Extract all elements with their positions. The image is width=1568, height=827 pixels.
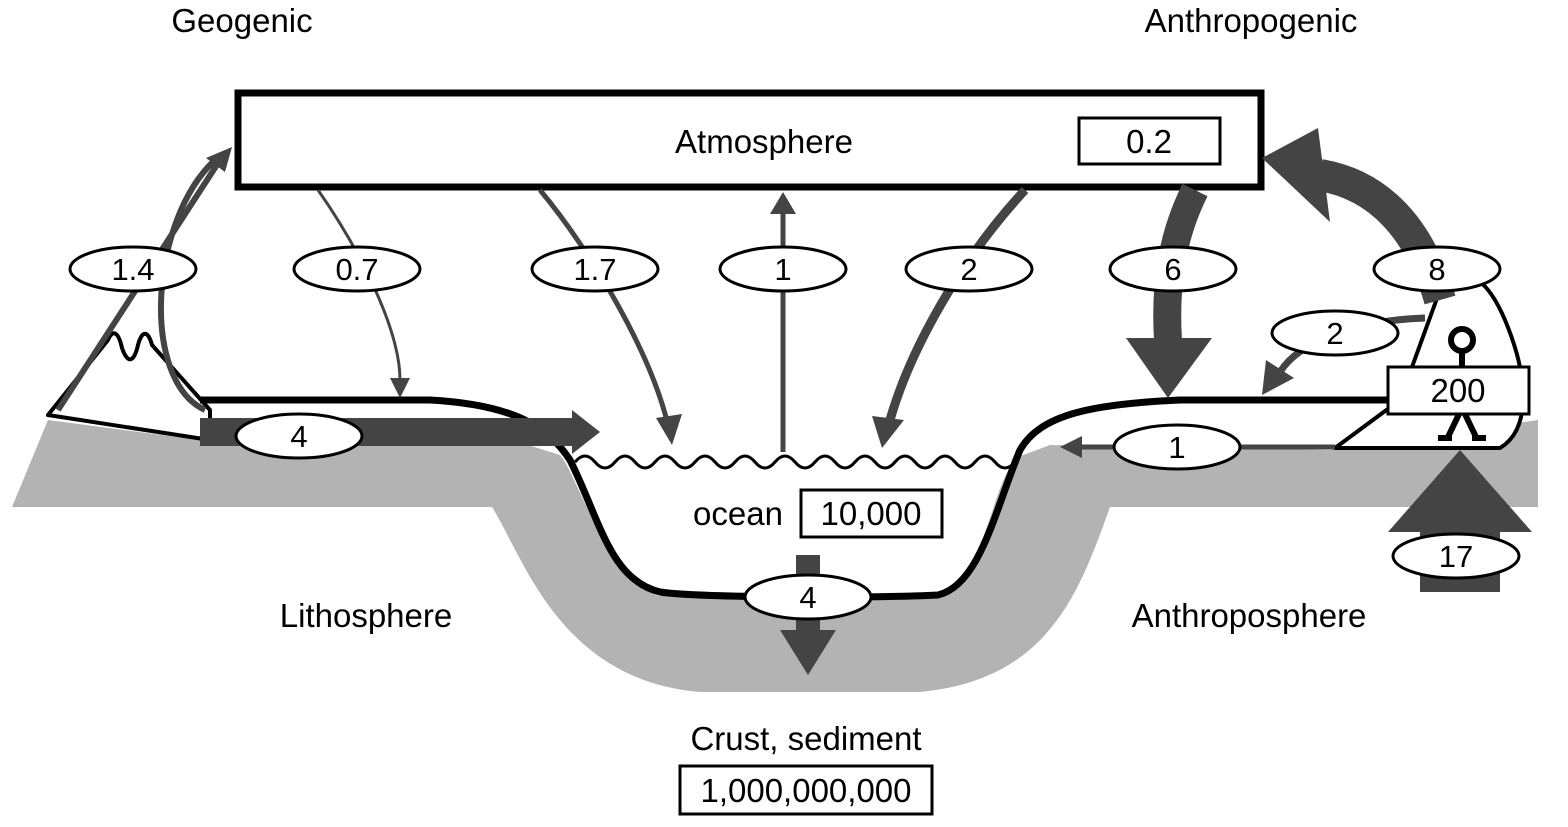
flow-label-atmosphere-to-ocean-a: 1.7 [530, 245, 660, 293]
ocean-wave [573, 454, 1017, 470]
flow-label-anthroposphere-to-atmosphere: 8 [1372, 245, 1502, 293]
ocean-label: ocean [693, 495, 783, 532]
svg-text:2: 2 [1326, 316, 1343, 351]
flow-label-anthroposphere-to-land: 2 [1270, 309, 1400, 357]
ocean-stock: 10,000 [821, 495, 922, 532]
volcano-shape [46, 331, 212, 442]
ocean-basin [570, 458, 1015, 594]
flow-label-atmosphere-to-land-right: 6 [1108, 245, 1238, 293]
flow-label-atmosphere-to-land: 0.7 [292, 245, 422, 293]
svg-text:8: 8 [1428, 252, 1445, 287]
crust-stock: 1,000,000,000 [700, 772, 911, 809]
flow-label-land-runoff-to-ocean: 4 [234, 412, 364, 460]
anthroposphere-label: Anthroposphere [1132, 597, 1367, 634]
atmosphere-stock: 0.2 [1126, 123, 1172, 160]
atmosphere-stock-box [1077, 116, 1222, 166]
arrow-atmosphere-to-ocean-a [538, 188, 671, 426]
ocean-stock-box [799, 488, 944, 539]
svg-text:1.4: 1.4 [111, 252, 154, 287]
arrow-atmosphere-to-ocean-b [885, 186, 1029, 422]
atmosphere-box [234, 89, 1265, 191]
anthroposphere-stock: 200 [1430, 372, 1485, 409]
arrow-head-anthro-atm [1262, 128, 1330, 222]
anthroposphere-stock-box [1386, 365, 1531, 416]
arrow-head-runoff [572, 410, 600, 454]
arrow-head-atm-ocean-b [872, 416, 904, 448]
person-icon [1438, 326, 1486, 441]
svg-text:1: 1 [774, 252, 791, 287]
flow-label-volcano-to-atmosphere: 1.4 [68, 245, 198, 293]
arrow-head-mining [1388, 450, 1532, 532]
arrow-head-ocean-sediment [780, 630, 836, 675]
svg-text:0.7: 0.7 [335, 252, 378, 287]
anthropogenic-heading: Anthropogenic [1145, 2, 1358, 39]
flow-label-anthroposphere-to-ocean: 1 [1112, 423, 1242, 471]
flow-label-mining-to-anthroposphere: 17 [1391, 532, 1521, 580]
geogenic-heading: Geogenic [171, 2, 312, 39]
svg-text:2: 2 [960, 252, 977, 287]
lithosphere-label: Lithosphere [280, 597, 452, 634]
flow-label-ocean-to-atmosphere: 1 [718, 245, 848, 293]
arrow-head-atm-land [390, 378, 410, 398]
crust-label: Crust, sediment [690, 720, 921, 757]
arrow-head-atm-land-right [1126, 338, 1212, 398]
flow-label-atmosphere-to-ocean-b: 2 [904, 245, 1034, 293]
svg-text:4: 4 [290, 419, 307, 454]
svg-text:1: 1 [1168, 430, 1185, 465]
lithosphere-ground [12, 420, 1538, 692]
arrow-head-ocean-atm [770, 192, 796, 214]
crust-stock-box [678, 764, 934, 816]
atmosphere-label: Atmosphere [675, 123, 853, 160]
svg-text:6: 6 [1164, 252, 1181, 287]
flow-label-ocean-to-sediment: 4 [743, 573, 873, 621]
arrow-head-anthro-land [1262, 360, 1294, 395]
arrow-head-atm-ocean-a [656, 414, 682, 445]
arrow-head-volcano-atmosphere [206, 147, 232, 172]
svg-text:17: 17 [1439, 539, 1473, 574]
svg-text:1.7: 1.7 [573, 252, 616, 287]
arrow-land-to-atmosphere [158, 157, 218, 413]
svg-text:4: 4 [799, 580, 816, 615]
arrow-head-anthro-ocean [1060, 436, 1082, 458]
